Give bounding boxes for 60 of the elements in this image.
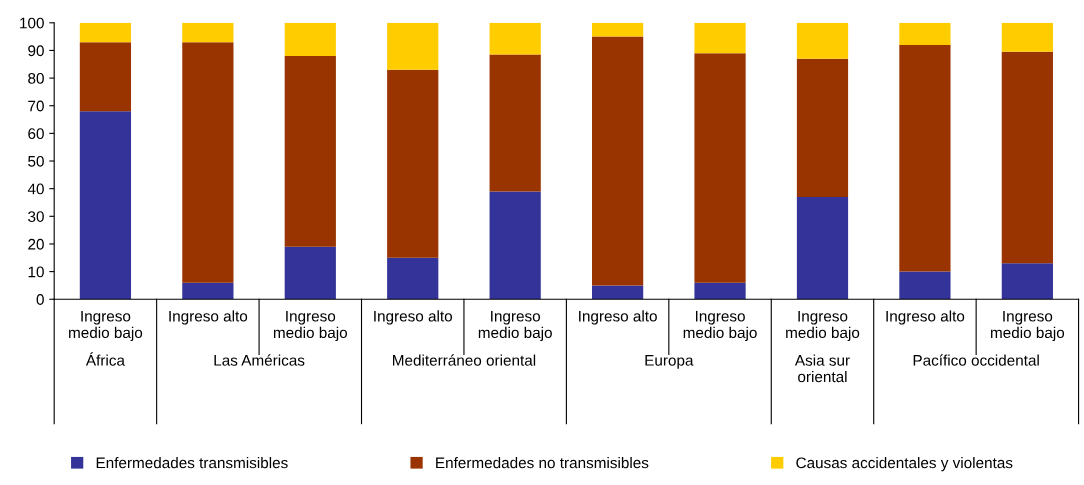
y-tick-label: 70 <box>28 100 44 112</box>
bar <box>387 257 439 300</box>
bar <box>284 22 336 56</box>
text: África <box>85 352 125 366</box>
x-tick-label: Ingreso medio bajo <box>69 310 143 342</box>
x-tick-label: Ingreso alto <box>374 310 453 325</box>
bar <box>694 282 746 300</box>
y-tick-label: 10 <box>28 266 44 278</box>
bar <box>79 42 132 112</box>
y-tick-label: 90 <box>28 45 44 57</box>
y-tick-label: 40 <box>27 183 44 195</box>
y-tick-label: 20 <box>28 238 44 250</box>
bar <box>79 22 132 43</box>
bar <box>284 246 336 300</box>
x-tick-label: Ingreso alto <box>579 310 657 325</box>
y-tick-label: 0 <box>36 294 44 305</box>
bar <box>796 196 849 300</box>
legend-label: Enfermedades transmisibles <box>96 457 288 469</box>
text: Las Américas <box>214 354 305 366</box>
y-tick-label: 60 <box>28 128 44 140</box>
bar <box>694 53 746 283</box>
legend-label: Causas accidentales y violentas <box>796 457 1013 472</box>
bar <box>1001 22 1053 52</box>
y-tick-label: 100 <box>20 17 44 29</box>
x-tick-label: Ingreso medio bajo <box>991 310 1065 342</box>
bar <box>489 54 541 192</box>
bar <box>899 22 951 45</box>
bar <box>79 111 132 300</box>
bar <box>489 22 541 55</box>
bar <box>182 282 234 300</box>
bar <box>1001 51 1053 264</box>
y-tick-label: 30 <box>28 211 44 222</box>
bar <box>592 22 644 37</box>
x-tick-label: Ingreso medio bajo <box>273 310 348 342</box>
bar <box>1001 263 1053 300</box>
bar <box>796 22 849 59</box>
bar <box>592 36 644 286</box>
x-tick-label: Ingreso medio bajo <box>683 310 757 342</box>
x-tick-label: Ingreso medio bajo <box>786 310 860 342</box>
bar <box>694 22 746 54</box>
bar <box>489 191 541 300</box>
bar <box>182 22 234 43</box>
x-tick-label: Ingreso medio bajo <box>478 310 552 342</box>
bar <box>284 55 336 247</box>
bar <box>796 58 849 197</box>
bar <box>592 285 644 300</box>
bar <box>182 42 234 283</box>
bar <box>899 44 951 272</box>
text: Europa <box>645 355 694 369</box>
bar <box>387 22 439 70</box>
bar <box>899 271 951 300</box>
text: Pacífico occidental <box>913 354 1039 366</box>
legend-label: Enfermedades no transmisibles <box>436 457 649 469</box>
y-tick-label: 50 <box>28 155 44 167</box>
text: Mediterráneo oriental <box>393 354 536 366</box>
x-tick-label: Ingreso alto <box>169 310 248 325</box>
bar <box>387 69 439 258</box>
x-tick-label: Ingreso alto <box>886 310 965 325</box>
text: Asia sur oriental <box>794 354 850 383</box>
y-tick-label: 80 <box>28 72 44 84</box>
